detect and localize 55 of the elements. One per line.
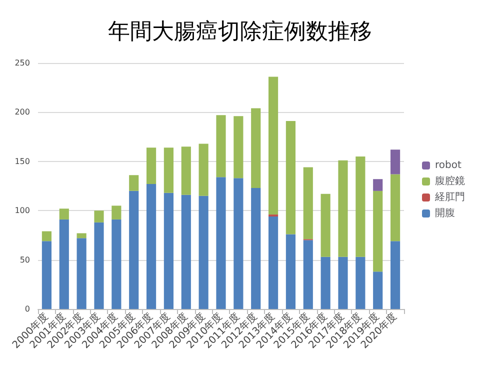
bar — [390, 241, 400, 309]
y-tick-label: 200 — [14, 108, 30, 117]
bar — [234, 178, 244, 309]
y-tick-label: 100 — [14, 206, 30, 216]
bar — [303, 240, 313, 309]
bar — [373, 272, 383, 309]
bar — [76, 238, 86, 309]
bar — [338, 160, 348, 257]
bar — [320, 194, 330, 257]
y-tick-label: 50 — [20, 255, 30, 264]
bar — [390, 174, 400, 242]
bar — [216, 115, 226, 178]
y-tick-label: 0 — [24, 304, 30, 314]
legend-label: robot — [435, 160, 462, 171]
y-tick-label: 150 — [14, 156, 30, 166]
bar — [59, 208, 69, 220]
bar — [268, 76, 278, 215]
bar — [181, 194, 191, 309]
bar — [286, 234, 296, 309]
bar — [251, 188, 261, 309]
bar — [251, 108, 261, 188]
bar — [216, 177, 226, 309]
bar — [373, 179, 383, 191]
bar — [268, 216, 278, 309]
bar — [164, 192, 174, 309]
bar — [198, 196, 208, 309]
bar — [112, 219, 122, 309]
bar — [198, 144, 208, 196]
bar — [338, 256, 348, 309]
bar — [146, 184, 156, 309]
legend-label: 経肛門 — [434, 192, 465, 203]
bar — [286, 121, 296, 234]
bar — [42, 241, 52, 309]
bar — [390, 150, 400, 174]
bar — [94, 210, 104, 222]
y-tick-label: 250 — [14, 58, 30, 68]
bar — [94, 222, 104, 309]
bar — [181, 146, 191, 195]
bar — [146, 148, 156, 184]
bar — [129, 190, 139, 309]
bar — [234, 116, 244, 178]
bar — [112, 206, 122, 220]
bar — [356, 156, 366, 257]
legend-label: 腹腔鏡 — [435, 175, 465, 187]
legend-label: 開腹 — [435, 207, 455, 219]
chart-title: 年間大腸癌切除症例数推移 — [108, 20, 372, 44]
bar — [129, 175, 139, 191]
bar — [76, 233, 86, 238]
bar — [356, 256, 366, 309]
bar — [373, 190, 383, 272]
bar — [59, 219, 69, 309]
bar — [164, 148, 174, 193]
bar — [42, 231, 52, 242]
bar — [320, 256, 330, 309]
bar — [303, 167, 313, 240]
